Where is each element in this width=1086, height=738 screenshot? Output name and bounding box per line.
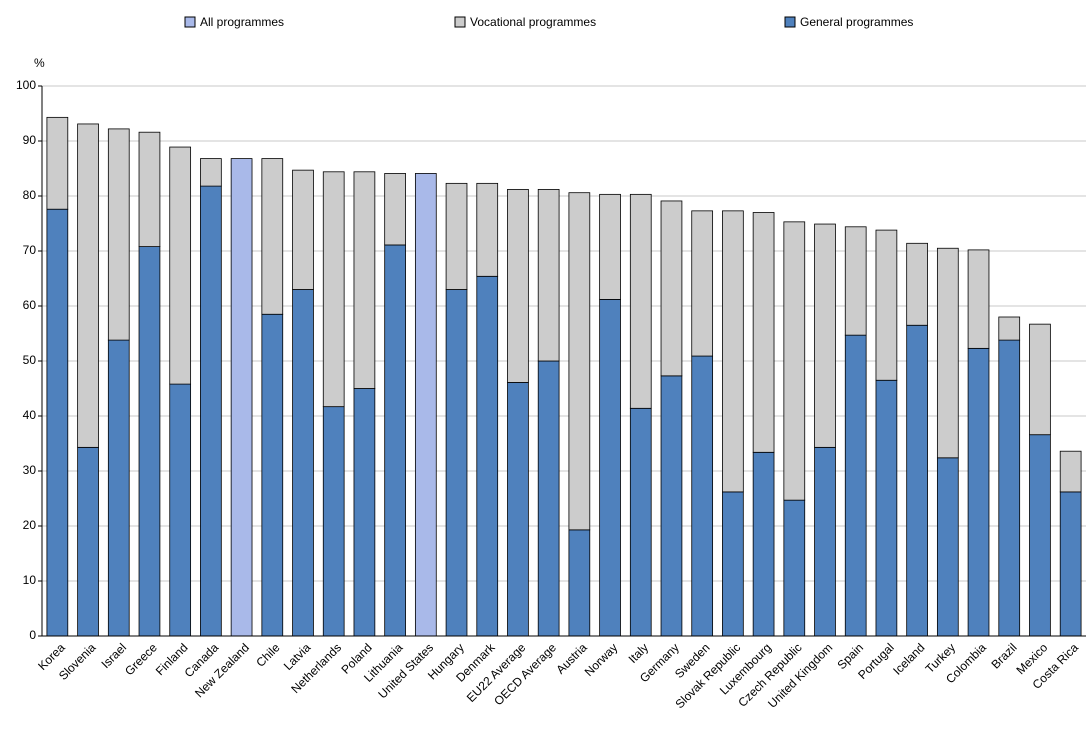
y-tick-label: 100 — [16, 78, 36, 92]
bar-segment — [783, 499, 806, 637]
bar-segment — [814, 223, 836, 448]
bar-segment — [1029, 434, 1051, 637]
bar-segment — [507, 188, 529, 383]
bar-segment — [322, 406, 345, 637]
bar-segment — [1059, 491, 1082, 637]
bar-segment — [844, 334, 867, 637]
legend-swatch — [784, 16, 796, 28]
bar-segment — [46, 116, 69, 210]
bar-segment — [230, 158, 253, 637]
bar-segment — [752, 451, 775, 637]
bar-segment — [445, 182, 468, 290]
legend-label: Vocational programmes — [470, 15, 596, 29]
bar-segment — [599, 298, 621, 637]
bar-segment — [476, 275, 499, 637]
x-tick-label: Greece — [122, 640, 160, 678]
bar-segment — [568, 192, 591, 531]
y-tick-label: 50 — [23, 353, 37, 367]
bar-segment — [783, 221, 806, 501]
x-tick-label: Iceland — [890, 640, 927, 677]
bar-segment — [200, 158, 222, 187]
bar-segment — [967, 347, 990, 637]
bar-segment — [660, 200, 683, 377]
bar-segment — [691, 355, 714, 637]
y-tick-label: 60 — [23, 298, 37, 312]
y-tick-label: 90 — [23, 133, 37, 147]
bar-segment — [875, 379, 898, 637]
bar-segment — [722, 210, 744, 493]
bar-segment — [384, 244, 406, 637]
legend-label: All programmes — [200, 15, 284, 29]
bar-segment — [1029, 323, 1051, 436]
y-tick-label: 70 — [23, 243, 37, 257]
bar-segment — [814, 446, 836, 637]
bar-segment — [752, 212, 775, 453]
bar-segment — [77, 123, 99, 448]
bar-segment — [261, 313, 284, 637]
bar-segment — [414, 173, 437, 637]
bar-segment — [722, 491, 744, 637]
bar-segment — [507, 382, 529, 637]
legend-swatch — [454, 16, 466, 28]
bar-segment — [107, 128, 130, 341]
bar-segment — [107, 339, 130, 637]
x-tick-label: Norway — [582, 640, 621, 679]
bar-segment — [537, 188, 560, 362]
y-tick-label: 20 — [23, 518, 37, 532]
bar-segment — [537, 360, 560, 637]
bar-segment — [292, 169, 314, 290]
y-axis-label: % — [34, 56, 45, 70]
bar-segment — [476, 182, 499, 277]
bar-segment — [936, 247, 959, 459]
bar-segment — [200, 185, 222, 637]
bar-segment — [138, 131, 161, 247]
bar-segment — [77, 446, 99, 637]
y-tick-label: 30 — [23, 463, 37, 477]
x-tick-label: Italy — [626, 640, 651, 665]
bar-segment — [906, 242, 928, 326]
y-tick-label: 10 — [23, 573, 37, 587]
bar-segment — [967, 249, 990, 349]
legend-swatch — [184, 16, 196, 28]
bar-segment — [353, 388, 376, 637]
bar-segment — [169, 383, 192, 637]
bar-segment — [936, 457, 959, 637]
x-tick-label: Chile — [253, 640, 282, 669]
bar-segment — [906, 324, 928, 637]
bar-segment — [844, 226, 867, 336]
y-tick-label: 80 — [23, 188, 37, 202]
bar-segment — [261, 158, 284, 315]
bar-segment — [384, 173, 406, 246]
bar-segment — [691, 210, 714, 357]
bar-segment — [46, 208, 69, 637]
bar-segment — [322, 171, 345, 408]
bar-segment — [629, 193, 652, 409]
bar-segment — [353, 171, 376, 389]
bar-segment — [445, 289, 468, 637]
bar-segment — [660, 375, 683, 637]
bar-segment — [998, 339, 1021, 637]
legend-label: General programmes — [800, 15, 913, 29]
bar-segment — [599, 193, 621, 300]
bar-segment — [138, 246, 161, 637]
bar-segment — [998, 316, 1021, 341]
y-tick-label: 0 — [29, 628, 36, 642]
bar-segment — [568, 529, 591, 637]
bar-segment — [629, 407, 652, 637]
bar-segment — [292, 289, 314, 637]
bar-segment — [875, 229, 898, 381]
bar-segment — [1059, 450, 1082, 493]
bar-segment — [169, 146, 192, 385]
y-tick-label: 40 — [23, 408, 37, 422]
